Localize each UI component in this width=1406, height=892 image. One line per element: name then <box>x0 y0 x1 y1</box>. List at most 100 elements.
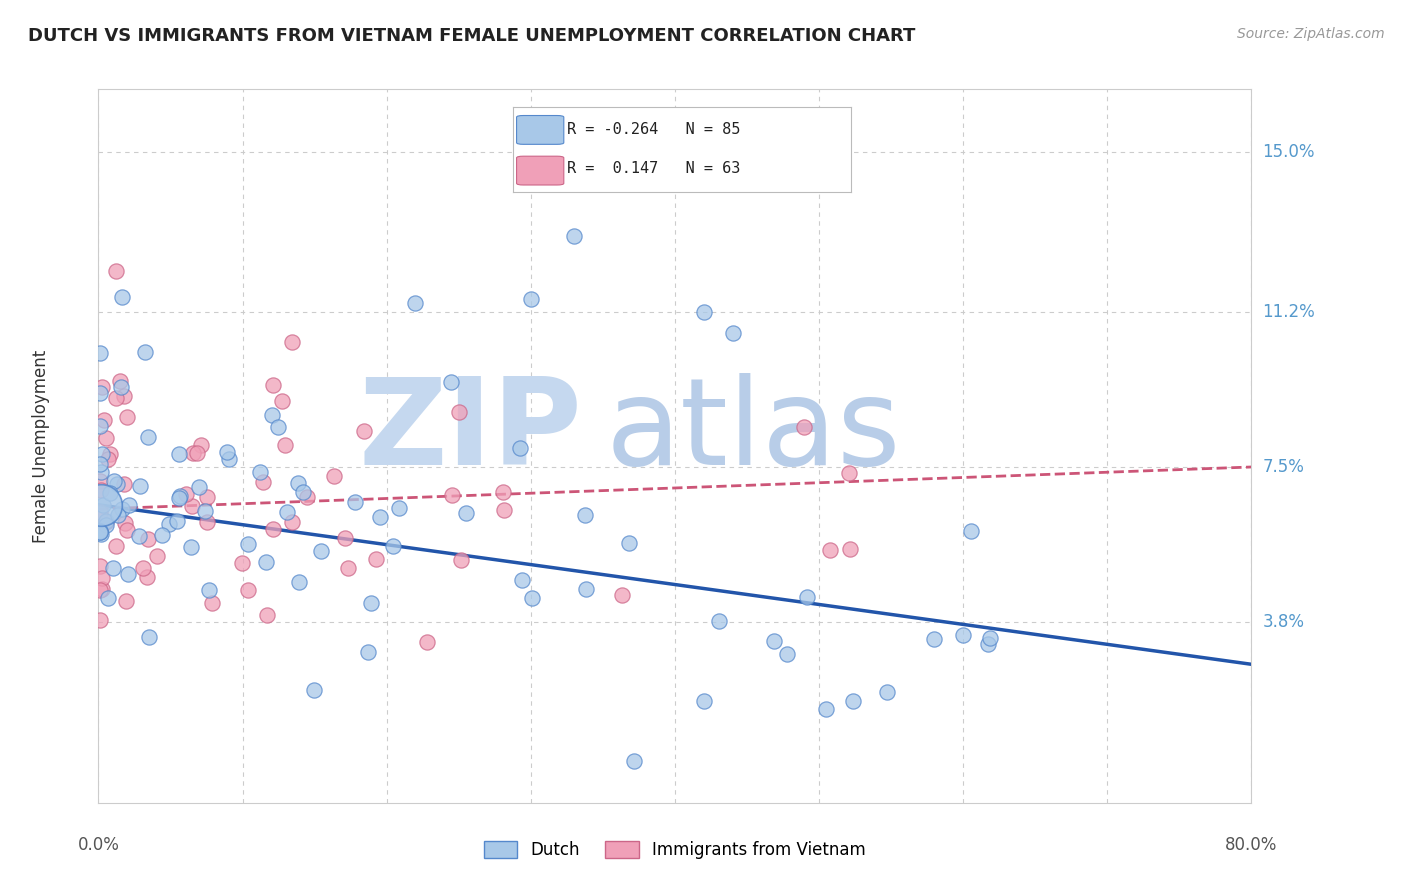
Point <box>281 515 304 529</box>
Point <box>520 292 543 306</box>
Point <box>562 229 585 244</box>
Point <box>336 561 359 575</box>
Text: ZIP: ZIP <box>359 373 582 491</box>
Point <box>90 582 112 596</box>
Text: 3.8%: 3.8% <box>1263 614 1305 632</box>
Point <box>356 645 378 659</box>
Point <box>335 531 357 545</box>
Point <box>793 420 815 434</box>
Text: 11.2%: 11.2% <box>1263 302 1315 321</box>
Point <box>260 408 283 422</box>
Point <box>231 556 253 570</box>
Point <box>818 542 841 557</box>
Point <box>200 596 222 610</box>
Point <box>89 558 111 573</box>
Point <box>169 489 191 503</box>
Point <box>89 385 111 400</box>
Point <box>814 702 837 716</box>
Point <box>91 498 114 512</box>
Point <box>115 523 138 537</box>
Point <box>117 566 139 581</box>
Point <box>876 685 898 699</box>
Point <box>256 608 278 623</box>
Point <box>254 555 277 569</box>
Point <box>381 540 404 554</box>
Point <box>169 491 191 505</box>
Text: 7.5%: 7.5% <box>1263 458 1305 476</box>
Point <box>132 560 155 574</box>
Text: Female Unemployment: Female Unemployment <box>32 350 49 542</box>
Point <box>610 588 633 602</box>
Point <box>174 486 197 500</box>
Point <box>97 591 120 605</box>
Point <box>297 490 319 504</box>
Point <box>509 442 531 456</box>
Point <box>195 491 218 505</box>
Text: 0.0%: 0.0% <box>77 837 120 855</box>
Point <box>721 326 744 340</box>
Point <box>129 478 152 492</box>
Point <box>266 420 288 434</box>
Point <box>118 498 141 512</box>
Point <box>309 544 332 558</box>
Point <box>693 694 716 708</box>
Point <box>136 570 159 584</box>
Point <box>89 457 111 471</box>
Point <box>197 515 219 529</box>
Point <box>97 452 120 467</box>
Point <box>94 514 117 528</box>
Point <box>93 413 115 427</box>
Point <box>89 524 111 539</box>
Point <box>98 447 121 461</box>
Point <box>522 591 544 605</box>
Legend: Dutch, Immigrants from Vietnam: Dutch, Immigrants from Vietnam <box>478 834 872 866</box>
Point <box>89 474 111 488</box>
Point <box>763 633 786 648</box>
Point <box>89 613 111 627</box>
Point <box>183 446 205 460</box>
Point <box>90 465 112 479</box>
Point <box>510 573 533 587</box>
Point <box>388 501 411 516</box>
Point <box>838 541 860 556</box>
Point <box>112 389 135 403</box>
Point <box>187 480 209 494</box>
Point <box>105 476 128 491</box>
Point <box>304 683 326 698</box>
Point <box>111 290 134 304</box>
Point <box>252 475 274 490</box>
Point <box>281 334 304 349</box>
Point <box>90 571 112 585</box>
Point <box>98 486 121 500</box>
Point <box>343 494 366 508</box>
Point <box>138 430 160 444</box>
Point <box>150 528 173 542</box>
Point <box>574 508 596 523</box>
Point <box>492 503 515 517</box>
Text: 80.0%: 80.0% <box>1225 837 1278 855</box>
Point <box>107 508 129 523</box>
Point <box>90 483 112 498</box>
Point <box>922 632 945 647</box>
Point <box>323 468 346 483</box>
Point <box>952 628 974 642</box>
Point <box>291 485 314 500</box>
Point <box>360 596 382 610</box>
Point <box>112 477 135 491</box>
Point <box>89 582 111 597</box>
Point <box>105 391 128 405</box>
Point <box>181 499 204 513</box>
Point <box>90 447 112 461</box>
Point <box>368 510 391 524</box>
Point <box>134 344 156 359</box>
Point <box>115 594 138 608</box>
Point <box>89 419 111 434</box>
Point <box>271 393 294 408</box>
Point <box>194 504 217 518</box>
Point <box>796 590 818 604</box>
Point <box>776 648 799 662</box>
Point <box>405 296 427 310</box>
Point <box>105 540 128 554</box>
Point <box>236 582 259 597</box>
Point <box>693 304 716 318</box>
